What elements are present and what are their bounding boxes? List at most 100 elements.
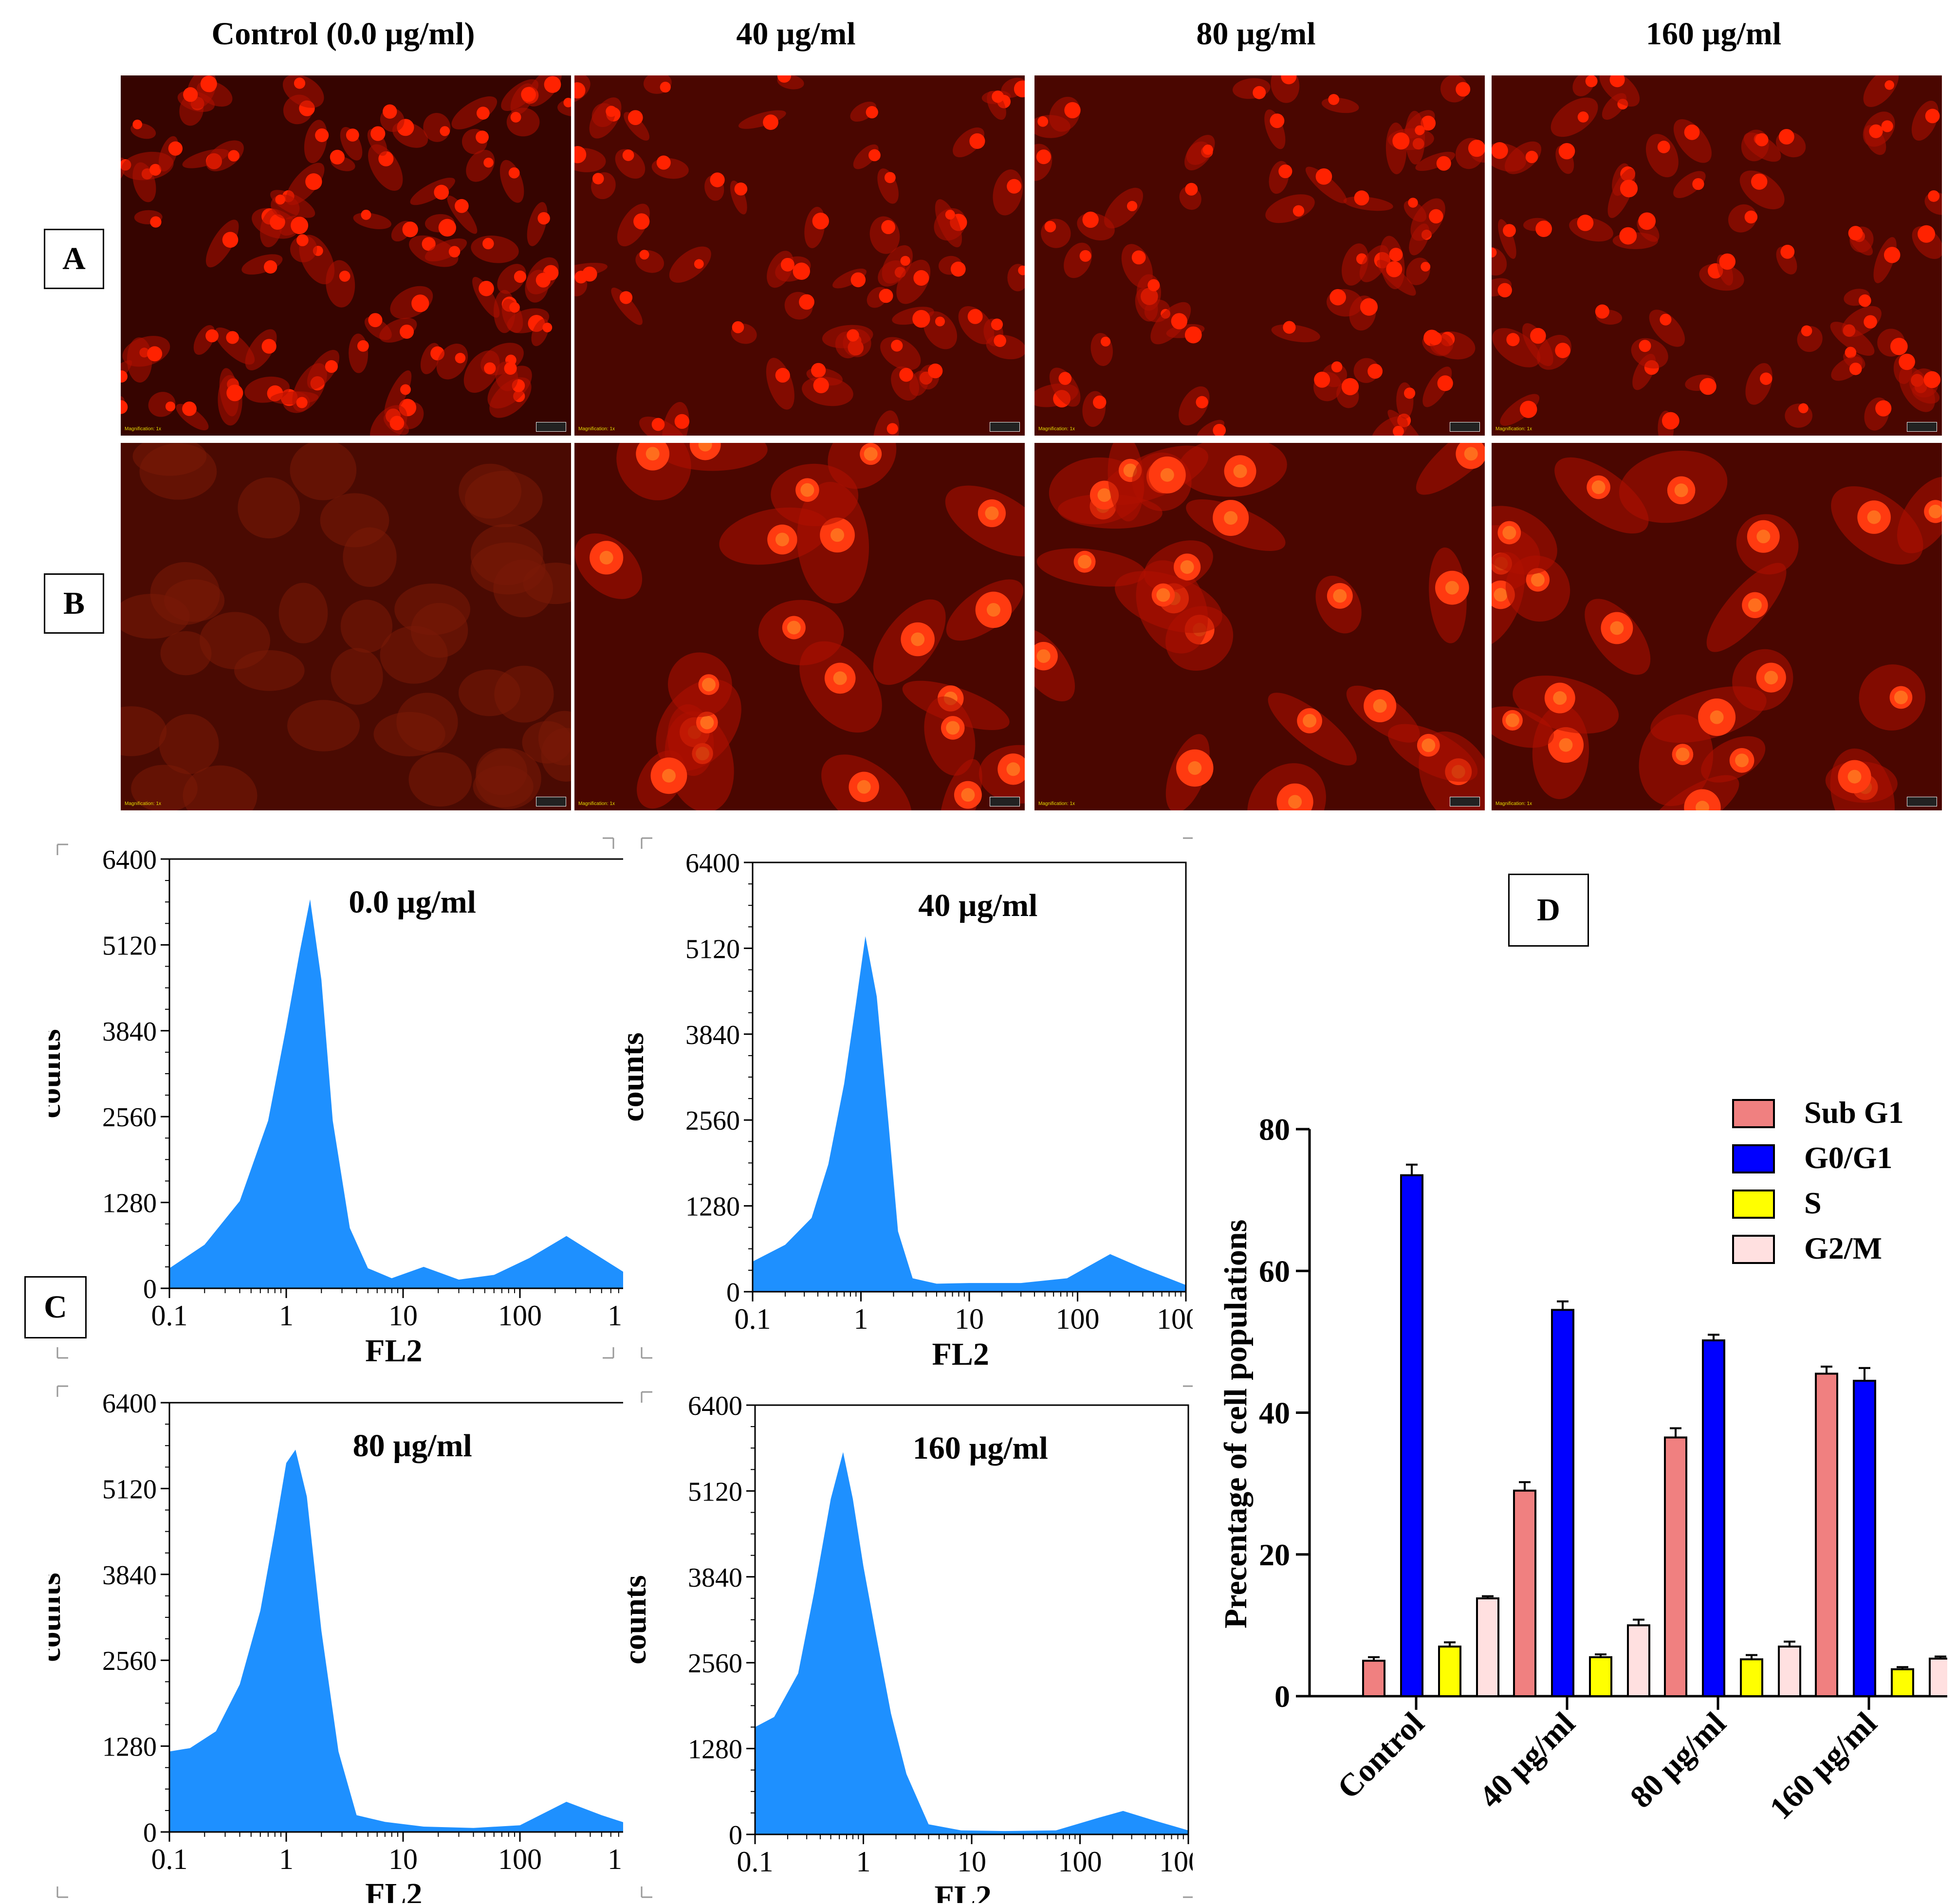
bar-s	[1438, 1646, 1461, 1697]
y-tick-label: 3840	[685, 1020, 740, 1050]
column-title-control: Control (0.0 µg/ml)	[211, 16, 475, 52]
y-tick-label: 1280	[688, 1735, 742, 1765]
legend-label: Sub G1	[1804, 1095, 1904, 1130]
x-tick-label: 100	[498, 1843, 542, 1875]
y-tick-label: 6400	[688, 1391, 742, 1421]
panel-label-d: D	[1508, 874, 1589, 947]
legend-swatch	[1732, 1099, 1775, 1128]
bar-sub-g1	[1664, 1436, 1687, 1697]
y-tick-label: 6400	[685, 848, 740, 879]
magnification-label: Magnification: 1x	[1038, 801, 1075, 806]
histogram-title: 80 µg/ml	[353, 1428, 472, 1464]
y-axis-label: counts	[623, 1575, 653, 1664]
x-tick-label: 0.1	[735, 1303, 771, 1335]
magnification-label: Magnification: 1x	[125, 801, 162, 806]
y-tick-label: 6400	[102, 845, 157, 875]
legend-swatch	[1732, 1235, 1775, 1264]
magnification-label: Magnification: 1x	[578, 426, 615, 432]
scale-bar	[1450, 422, 1480, 432]
x-tick-label: 1	[279, 1300, 294, 1332]
y-tick-label: 0	[1274, 1679, 1290, 1714]
x-tick-label: 1000	[1159, 1846, 1193, 1878]
x-tick-label: 80 µg/ml	[1624, 1705, 1733, 1815]
x-axis-label: FL2	[365, 1877, 422, 1903]
y-tick-label: 6400	[102, 1389, 157, 1419]
histogram-area	[753, 936, 1186, 1292]
x-tick-label: 10	[388, 1843, 418, 1875]
legend-label: S	[1804, 1186, 1822, 1220]
y-tick-label: 60	[1259, 1254, 1290, 1288]
magnification-label: Magnification: 1x	[578, 801, 615, 806]
scale-bar	[990, 797, 1020, 806]
x-tick-label: 1000	[608, 1843, 623, 1875]
x-tick-label: 10	[388, 1300, 418, 1332]
bar-g2-m	[1778, 1646, 1801, 1697]
y-tick-label: 3840	[102, 1560, 157, 1591]
scale-bar	[1450, 797, 1480, 806]
row-label-b: B	[44, 573, 104, 634]
histogram-title: 0.0 µg/ml	[349, 884, 476, 920]
scale-bar	[1907, 797, 1937, 806]
legend-label: G0/G1	[1804, 1140, 1892, 1175]
micrograph-rowa-col4: Magnification: 1x	[1492, 75, 1942, 436]
y-tick-label: 0	[726, 1278, 740, 1308]
x-tick-label: 100	[1058, 1846, 1102, 1878]
y-tick-label: 2560	[685, 1106, 740, 1136]
bar-g0-g1	[1702, 1339, 1725, 1697]
column-title-160: 160 µg/ml	[1645, 16, 1782, 52]
y-tick-label: 40	[1259, 1396, 1290, 1430]
micrograph-rowa-col3: Magnification: 1x	[1034, 75, 1485, 436]
bar-g0-g1	[1853, 1379, 1876, 1697]
histogram-area	[755, 1452, 1188, 1834]
column-title-80: 80 µg/ml	[1196, 16, 1316, 52]
micrograph-rowb-col3: Magnification: 1x	[1034, 443, 1485, 810]
x-tick-label: 100	[498, 1300, 542, 1332]
column-title-40: 40 µg/ml	[736, 16, 856, 52]
bar-g2-m	[1929, 1657, 1947, 1697]
micrograph-rowa-col1: Magnification: 1x	[121, 75, 571, 436]
y-tick-label: 5120	[102, 1474, 157, 1504]
bar-sub-g1	[1815, 1373, 1838, 1697]
x-tick-label: 0.1	[151, 1843, 188, 1875]
histogram-title: 40 µg/ml	[918, 888, 1037, 923]
y-tick-label: 1280	[102, 1189, 157, 1219]
micrograph-rowb-col4: Magnification: 1x	[1492, 443, 1942, 810]
histogram-area	[169, 1449, 623, 1832]
y-tick-label: 3840	[102, 1017, 157, 1047]
y-tick-label: 1280	[102, 1732, 157, 1762]
bar-s	[1891, 1668, 1914, 1697]
scale-bar	[536, 422, 566, 432]
x-axis-label: FL2	[935, 1879, 992, 1903]
bar-sub-g1	[1362, 1660, 1385, 1697]
bar-s	[1740, 1658, 1763, 1698]
y-tick-label: 80	[1259, 1112, 1290, 1147]
y-tick-label: 1280	[685, 1192, 740, 1222]
histogram-title: 160 µg/ml	[913, 1430, 1048, 1466]
y-tick-label: 20	[1259, 1538, 1290, 1572]
scale-bar	[536, 797, 566, 806]
micrograph-rowb-col1: Magnification: 1x	[121, 443, 571, 810]
y-axis-label: counts	[623, 1032, 650, 1121]
y-axis-label: counts	[49, 1573, 67, 1662]
x-tick-label: 10	[957, 1846, 986, 1878]
x-tick-label: 1	[856, 1846, 871, 1878]
x-tick-label: 1000	[1157, 1303, 1193, 1335]
histogram-area	[169, 899, 623, 1288]
y-tick-label: 2560	[102, 1102, 157, 1133]
y-tick-label: 3840	[688, 1563, 742, 1593]
magnification-label: Magnification: 1x	[125, 426, 162, 432]
y-tick-label: 0	[143, 1274, 157, 1304]
legend-swatch	[1732, 1190, 1775, 1219]
scale-bar	[1907, 422, 1937, 432]
row-label-a: A	[44, 229, 104, 289]
histogram-160: 0 1280 2560 3840 5120 6400 0.1 1 10 100 1000 FL2 cou…	[623, 1391, 1193, 1903]
y-tick-label: 0	[729, 1820, 742, 1850]
y-axis-label: counts	[49, 1029, 67, 1118]
panel-label-c: C	[24, 1276, 87, 1338]
x-tick-label: 1	[854, 1303, 868, 1335]
legend-swatch	[1732, 1144, 1775, 1173]
bar-g2-m	[1627, 1624, 1650, 1697]
micrograph-rowb-col2: Magnification: 1x	[574, 443, 1025, 810]
x-tick-label: 1	[279, 1843, 294, 1875]
bar-sub-g1	[1513, 1489, 1536, 1697]
